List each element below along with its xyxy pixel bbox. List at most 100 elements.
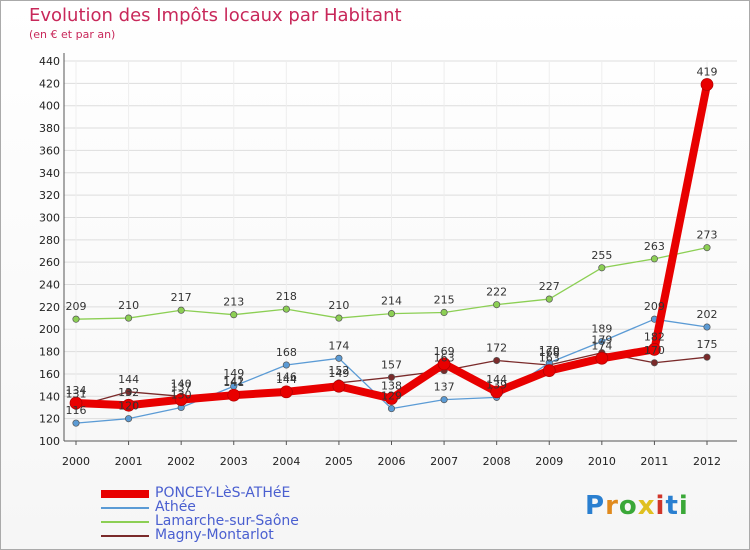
legend-label: Magny-Montarlot	[155, 527, 274, 543]
y-tick-label: 440	[39, 55, 60, 68]
data-label: 149	[223, 367, 244, 380]
data-point	[125, 314, 133, 322]
legend-label: PONCEY-LèS-ATHéE	[155, 485, 291, 501]
x-tick-label: 2000	[62, 455, 90, 468]
data-point	[227, 388, 241, 402]
data-point	[387, 373, 396, 381]
data-point	[72, 419, 80, 427]
data-point	[387, 405, 396, 413]
data-label: 116	[66, 404, 87, 417]
data-label: 163	[539, 352, 560, 365]
data-point	[69, 396, 83, 410]
legend-swatch	[101, 535, 149, 537]
data-point	[72, 315, 80, 323]
data-point	[282, 305, 290, 313]
logo-letter: r	[605, 491, 619, 521]
y-tick-label: 180	[39, 346, 60, 359]
data-point	[125, 388, 133, 396]
y-tick-label: 280	[39, 234, 60, 247]
data-label: 120	[118, 400, 139, 413]
data-point	[282, 361, 290, 369]
data-point	[122, 398, 135, 412]
data-point	[174, 393, 188, 406]
legend-swatch	[101, 507, 149, 509]
data-label: 146	[276, 371, 297, 384]
data-label: 139	[486, 378, 507, 391]
y-tick-label: 120	[39, 413, 60, 426]
y-tick-label: 340	[39, 167, 60, 180]
data-label: 174	[328, 339, 349, 352]
logo-letter: t	[665, 491, 679, 521]
x-tick-label: 2008	[483, 455, 511, 468]
y-tick-label: 160	[39, 368, 60, 381]
y-tick-label: 140	[39, 390, 60, 403]
data-label: 138	[381, 380, 402, 393]
data-point	[490, 385, 504, 399]
data-label: 189	[591, 323, 612, 336]
data-label: 170	[644, 344, 665, 357]
y-tick-label: 100	[39, 435, 60, 448]
x-tick-label: 2007	[430, 455, 458, 468]
data-label: 175	[697, 338, 718, 351]
x-tick-label: 2001	[115, 455, 143, 468]
legend-label: Athée	[155, 499, 196, 515]
data-point	[650, 359, 658, 367]
data-label: 132	[118, 386, 139, 399]
y-tick-label: 220	[39, 301, 60, 314]
data-point	[700, 78, 714, 91]
legend-swatch	[101, 521, 149, 523]
logo-letter: P	[585, 491, 606, 521]
data-point	[545, 295, 553, 303]
data-point	[385, 392, 398, 405]
data-point	[335, 354, 343, 362]
y-tick-label: 380	[39, 122, 60, 135]
data-point	[387, 310, 396, 318]
data-point	[650, 255, 658, 263]
data-label: 419	[697, 65, 718, 78]
data-point	[598, 337, 606, 346]
data-point	[493, 356, 501, 365]
data-point	[279, 385, 293, 399]
x-tick-label: 2011	[640, 455, 668, 468]
chart-subtitle: (en € et par an)	[29, 28, 116, 41]
data-point	[703, 244, 711, 252]
data-point	[542, 364, 556, 377]
data-label: 202	[697, 308, 718, 321]
y-tick-label: 260	[39, 256, 60, 269]
data-label: 129	[381, 390, 402, 403]
data-point	[595, 351, 609, 365]
data-label: 168	[539, 346, 560, 359]
data-point	[703, 353, 711, 361]
y-tick-label: 240	[39, 279, 60, 292]
data-point	[440, 396, 448, 404]
proxiti-logo: Proxiti	[585, 491, 689, 521]
data-point	[598, 264, 606, 272]
x-tick-label: 2002	[167, 455, 195, 468]
data-point	[125, 415, 133, 423]
data-label: 214	[381, 295, 402, 308]
y-tick-label: 200	[39, 323, 60, 336]
data-label: 163	[434, 352, 455, 365]
data-label: 168	[276, 346, 297, 359]
data-label: 152	[328, 364, 349, 377]
x-tick-label: 2009	[535, 455, 563, 468]
logo-letter: o	[618, 491, 638, 521]
data-point	[440, 308, 448, 317]
data-point	[648, 343, 661, 356]
logo-letter: i	[655, 491, 666, 521]
data-label: 182	[644, 330, 665, 343]
data-label: 172	[486, 342, 507, 355]
data-label: 255	[591, 249, 612, 262]
y-tick-label: 320	[39, 189, 60, 202]
chart-title: Evolution des Impôts locaux par Habitant	[29, 5, 402, 26]
data-label: 144	[486, 373, 507, 386]
data-label: 215	[434, 293, 455, 306]
data-label: 209	[66, 300, 87, 313]
data-point	[437, 357, 451, 371]
data-label: 273	[697, 229, 718, 242]
legend-label: Lamarche-sur-Saône	[155, 513, 299, 529]
data-label: 213	[223, 296, 244, 309]
data-label: 157	[381, 358, 402, 371]
